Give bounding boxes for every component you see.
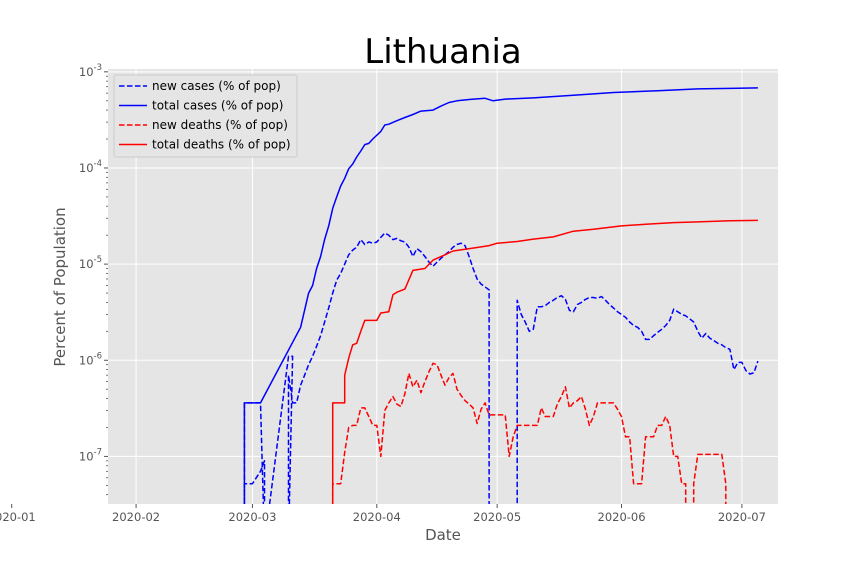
axis-ticks: 10-710-610-510-410-32020-012020-022020-0… (0, 63, 766, 524)
legend-label: total cases (% of pop) (152, 99, 283, 113)
legend-label: new deaths (% of pop) (152, 118, 288, 132)
chart-title: Lithuania (364, 32, 521, 72)
series-group (243, 87, 759, 504)
legend-label: new cases (% of pop) (152, 79, 281, 93)
x-tick-label: 2020-03 (228, 510, 276, 524)
grid (11, 69, 778, 504)
y-tick-exponent: -4 (94, 159, 102, 169)
series-line-1 (243, 232, 759, 504)
y-tick-exponent: -3 (94, 63, 102, 73)
x-tick-label: 2020-05 (473, 510, 521, 524)
legend-label: total deaths (% of pop) (152, 138, 291, 152)
x-tick-label: 2020-01 (0, 510, 36, 524)
y-axis-label: Percent of Population (51, 207, 69, 366)
y-tick-exponent: -7 (94, 447, 102, 457)
x-tick-label: 2020-07 (718, 510, 766, 524)
series-line-4 (331, 219, 758, 504)
legend: new cases (% of pop) total cases (% of po… (113, 74, 298, 158)
x-tick-label: 2020-04 (353, 510, 401, 524)
series-line-2 (243, 87, 758, 504)
y-tick-exponent: -5 (94, 255, 102, 265)
y-tick-exponent: -6 (94, 351, 102, 361)
x-tick-label: 2020-06 (598, 510, 646, 524)
legend-box (113, 74, 298, 158)
x-tick-label: 2020-02 (112, 510, 160, 524)
series-line-3 (331, 362, 727, 504)
x-axis-label: Date (425, 526, 461, 544)
